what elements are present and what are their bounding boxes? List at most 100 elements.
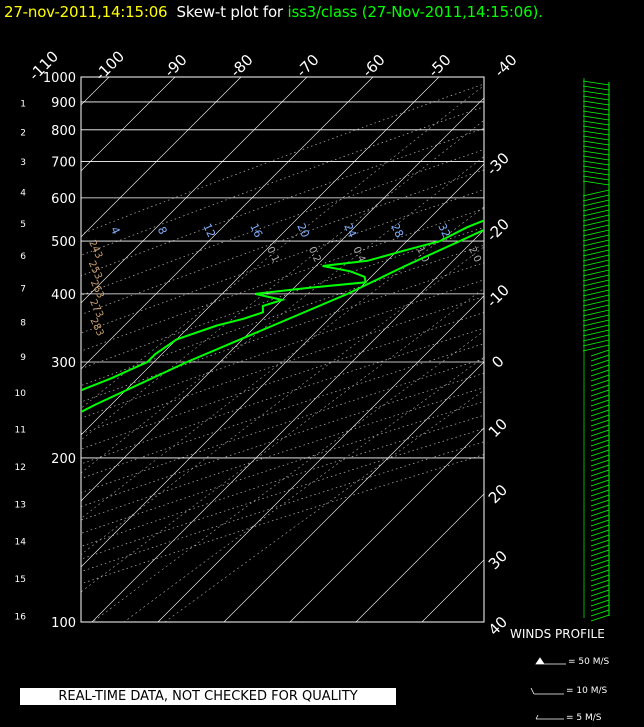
isotherm-right-label: -30 (483, 149, 513, 179)
wind-barb (590, 549, 610, 557)
wind-barb (590, 604, 610, 612)
wind-barb (590, 579, 610, 587)
isotherm-line (81, 77, 242, 238)
pressure-label-1000: 1000 (43, 71, 76, 86)
mixing-ratio-label: 0.1 (264, 245, 281, 264)
isotherm-labels-top: -120-110-100-90-80-70-60-50-40 (25, 47, 520, 84)
wind-barb (590, 514, 610, 522)
dry-adiabat-line (81, 312, 484, 450)
wind-barb (582, 229, 610, 237)
isotherm-right-label: 0 (488, 352, 507, 371)
isotherm-line (488, 77, 644, 622)
height-label: 10 (15, 389, 27, 399)
mixing-ratio-line (81, 246, 484, 555)
wind-barb (582, 140, 610, 146)
mixing-ratio-label: 12 (200, 221, 218, 239)
wind-barb (582, 90, 610, 96)
wind-barb (582, 80, 610, 86)
wind-barb (590, 544, 610, 552)
mixing-ratio-line (123, 356, 484, 622)
isotherm-right-label: 30 (485, 547, 511, 573)
isotherm-right-label: 40 (485, 613, 511, 639)
dry-adiabat-line (81, 414, 484, 547)
wind-barb (590, 479, 610, 487)
wind-barb (590, 524, 610, 532)
mixing-ratio-label: 0.2 (306, 245, 323, 264)
mixing-ratio-label: 12.0 (618, 242, 637, 267)
wind-barb (590, 464, 610, 472)
height-label: 5 (20, 220, 26, 230)
height-label: 12 (15, 463, 26, 473)
dry-adiabat-line (81, 372, 484, 507)
isotherm-top-label: -60 (359, 51, 389, 81)
mixing-ratio-label: 4 (108, 225, 123, 237)
wind-barb (582, 199, 610, 207)
wind-barb (590, 554, 610, 562)
wind-barb (582, 180, 610, 186)
dry-adiabat-label: 253 (86, 259, 104, 281)
wind-barb (582, 150, 610, 156)
pressure-label-500: 500 (51, 235, 76, 250)
wind-barb (582, 254, 610, 262)
wind-barb (590, 434, 610, 442)
wind-barb (590, 584, 610, 592)
isotherm-line (81, 97, 484, 502)
pressure-label-200: 200 (51, 452, 76, 467)
wind-barb (590, 369, 610, 377)
mixing-ratio-line (81, 206, 484, 519)
isotherm-top-label: -70 (293, 51, 323, 81)
dry-adiabat-line (81, 128, 484, 277)
isotherm-labels-right: -30 -20 -10 0 10 20 30 40 (483, 149, 513, 639)
wind-barb (582, 194, 610, 202)
dry-adiabat-line (81, 428, 484, 560)
height-label: 1 (20, 99, 26, 109)
pressure-label-600: 600 (51, 192, 76, 207)
wind-barb (582, 115, 610, 121)
wind-barb (590, 469, 610, 477)
isotherm-line (81, 77, 440, 436)
isotherm-line (81, 77, 308, 304)
dry-adiabat-line (81, 401, 484, 534)
mixing-ratio-label: 16 (247, 221, 265, 239)
wind-barb (590, 474, 610, 482)
wind-barb (590, 534, 610, 542)
title-timestamp: 27-nov-2011,14:15:06 (4, 3, 168, 21)
wind-barb (582, 105, 610, 111)
mixing-ratio-line (164, 389, 484, 622)
wind-barb (590, 529, 610, 537)
height-label: 3 (20, 158, 26, 168)
isotherm-line (289, 427, 484, 622)
wind-barb (582, 244, 610, 252)
dry-adiabat-line (81, 296, 484, 435)
wind-barb (582, 100, 610, 106)
wind-barb (590, 509, 610, 517)
wind-barb (590, 354, 610, 362)
wind-barb (582, 189, 610, 197)
isotherm-right-label: -10 (483, 281, 513, 311)
isotherm-top-label: -50 (425, 51, 455, 81)
height-label: 16 (15, 612, 27, 622)
sounding-traces (81, 219, 484, 414)
height-label: 4 (20, 189, 26, 199)
wind-barb (590, 424, 610, 432)
mixing-ratio-line (81, 85, 484, 409)
dry-adiabat-line (81, 83, 484, 235)
wind-barb (590, 504, 610, 512)
wind-barb (590, 484, 610, 492)
legend-barb-10 (530, 687, 564, 695)
dry-adiabat-line (81, 106, 484, 256)
isotherm-right-label: 10 (485, 415, 511, 441)
dry-adiabat-line (81, 343, 484, 479)
wind-barb (590, 399, 610, 407)
legend-barb-5 (535, 714, 564, 720)
wind-barb (590, 444, 610, 452)
isotherm-top-label: -100 (91, 47, 128, 84)
wind-barb (582, 165, 610, 171)
mixing-ratio-labels: 481216202428320.10.20.41.02.04.08.012.02… (108, 221, 637, 267)
wind-barb (582, 274, 610, 282)
wind-barb (590, 404, 610, 412)
wind-barb (590, 459, 610, 467)
height-label: 9 (20, 353, 26, 363)
height-label: 11 (15, 426, 26, 436)
